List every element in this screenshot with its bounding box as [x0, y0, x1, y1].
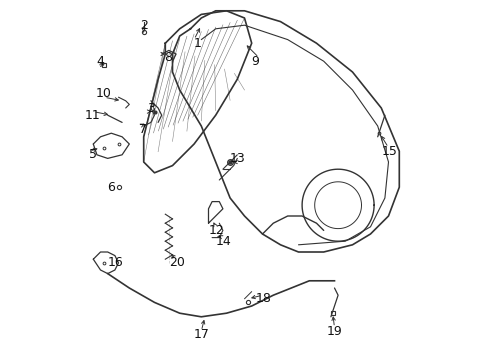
- Text: 17: 17: [193, 328, 209, 341]
- Text: 3: 3: [146, 102, 154, 114]
- Text: 8: 8: [164, 51, 172, 64]
- Text: 9: 9: [251, 55, 259, 68]
- Text: 20: 20: [168, 256, 184, 269]
- Text: 13: 13: [230, 152, 245, 165]
- Text: 5: 5: [89, 148, 97, 161]
- Text: 14: 14: [215, 235, 231, 248]
- Text: 10: 10: [95, 87, 111, 100]
- Text: 2: 2: [140, 19, 147, 32]
- Text: 16: 16: [107, 256, 123, 269]
- Text: 4: 4: [96, 55, 104, 68]
- Text: 15: 15: [381, 145, 396, 158]
- Text: 11: 11: [84, 109, 101, 122]
- Text: 18: 18: [255, 292, 271, 305]
- Text: 6: 6: [107, 181, 115, 194]
- Text: 12: 12: [208, 224, 224, 237]
- Text: 7: 7: [139, 123, 147, 136]
- Text: 1: 1: [193, 37, 201, 50]
- Text: 19: 19: [326, 325, 342, 338]
